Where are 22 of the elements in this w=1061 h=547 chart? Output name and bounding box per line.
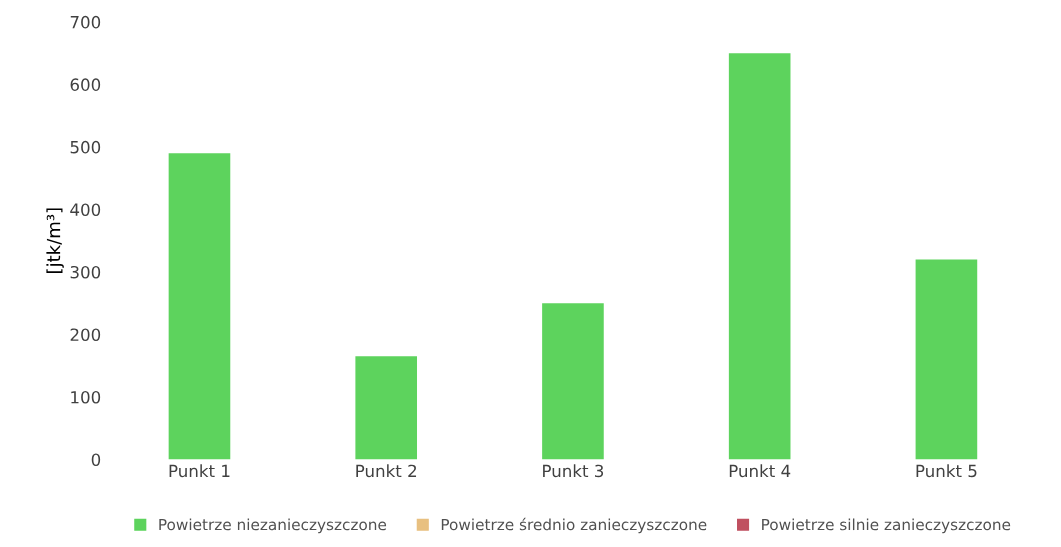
y-tick-label: 100 [71, 390, 101, 404]
y-tick-label: 600 [70, 78, 101, 91]
legend-label: Powietrze niezanieczyszczone [159, 518, 387, 534]
bar [355, 356, 418, 460]
x-tick-label: Punkt 5 [916, 464, 977, 478]
y-tick-label: 0 [91, 453, 101, 467]
legend-label: Powietrze średnio zanieczyszczone [441, 517, 707, 534]
y-tick-label: 500 [70, 140, 101, 154]
bar [542, 303, 604, 460]
y-tick-label: 700 [70, 15, 101, 29]
x-tick-label: Punkt 1 [169, 464, 230, 478]
legend-label: Powietrze silnie zanieczyszczone [762, 518, 1011, 534]
y-tick-label: 400 [70, 203, 101, 216]
bar [168, 153, 231, 460]
bar [915, 259, 978, 460]
y-axis-title: [jtk/m³] [46, 208, 64, 273]
x-tick-label: Punkt 3 [543, 464, 604, 478]
y-tick-label: 300 [70, 265, 101, 279]
x-tick-label: Punkt 4 [729, 464, 791, 478]
bar [728, 53, 791, 460]
x-tick-label: Punkt 2 [356, 464, 417, 478]
y-tick-label: 200 [70, 328, 101, 342]
